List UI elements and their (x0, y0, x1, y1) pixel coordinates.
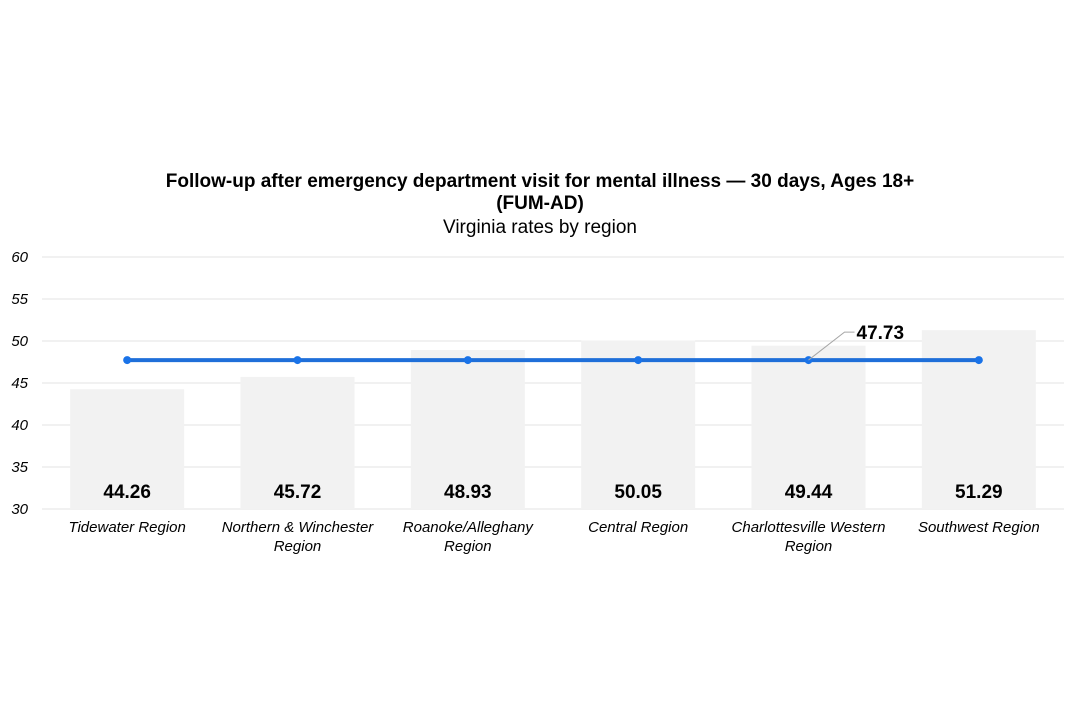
bar-value-label-6: 51.29 (955, 482, 1003, 503)
reference-marker-3 (463, 356, 472, 365)
y-tick-label-50: 50 (11, 333, 28, 350)
grid-layer (42, 256, 1064, 510)
bar-value-label-2: 45.72 (274, 482, 322, 503)
y-tick-label-60: 60 (11, 249, 28, 266)
chart-title-line2: (FUM-AD) (496, 193, 584, 214)
reference-label-leader (808, 331, 855, 361)
category-label-1: Tidewater Region (68, 519, 185, 536)
reference-marker-1 (123, 356, 132, 365)
y-tick-label-35: 35 (11, 459, 28, 476)
category-label-5: Charlottesville Western Region (732, 519, 886, 555)
category-label-4: Central Region (588, 519, 688, 536)
bar-4 (581, 340, 696, 509)
bar-value-label-3: 48.93 (444, 482, 492, 503)
reference-marker-2 (293, 356, 302, 365)
bar-1 (70, 389, 185, 509)
category-label-3: Roanoke/Alleghany Region (403, 519, 535, 555)
bar-2 (240, 376, 355, 509)
chart-title-group: Follow-up after emergency department vis… (166, 171, 914, 238)
category-label-6: Southwest Region (918, 519, 1040, 536)
reference-marker-6 (974, 356, 983, 365)
y-tick-label-30: 30 (11, 501, 28, 518)
bar-5 (751, 345, 866, 509)
category-label-2: Northern & Winchester Region (222, 519, 375, 555)
bar-layer (70, 330, 1036, 509)
bar-value-label-4: 50.05 (614, 482, 662, 503)
bar-3 (410, 349, 525, 509)
y-tick-label-45: 45 (11, 375, 28, 392)
label-layer: 30 35 40 45 50 55 60 44.26 Tidewater Region 45.72… (11, 249, 1039, 555)
bar-value-label-1: 44.26 (103, 482, 151, 503)
y-tick-label-55: 55 (11, 291, 28, 308)
chart-title: Follow-up after emergency department vis… (166, 171, 914, 192)
y-tick-label-40: 40 (11, 417, 28, 434)
bar-value-label-5: 49.44 (785, 482, 833, 503)
reference-marker-4 (634, 356, 643, 365)
chart-subtitle: Virginia rates by region (443, 217, 637, 238)
reference-value-label: 47.73 (857, 323, 905, 344)
